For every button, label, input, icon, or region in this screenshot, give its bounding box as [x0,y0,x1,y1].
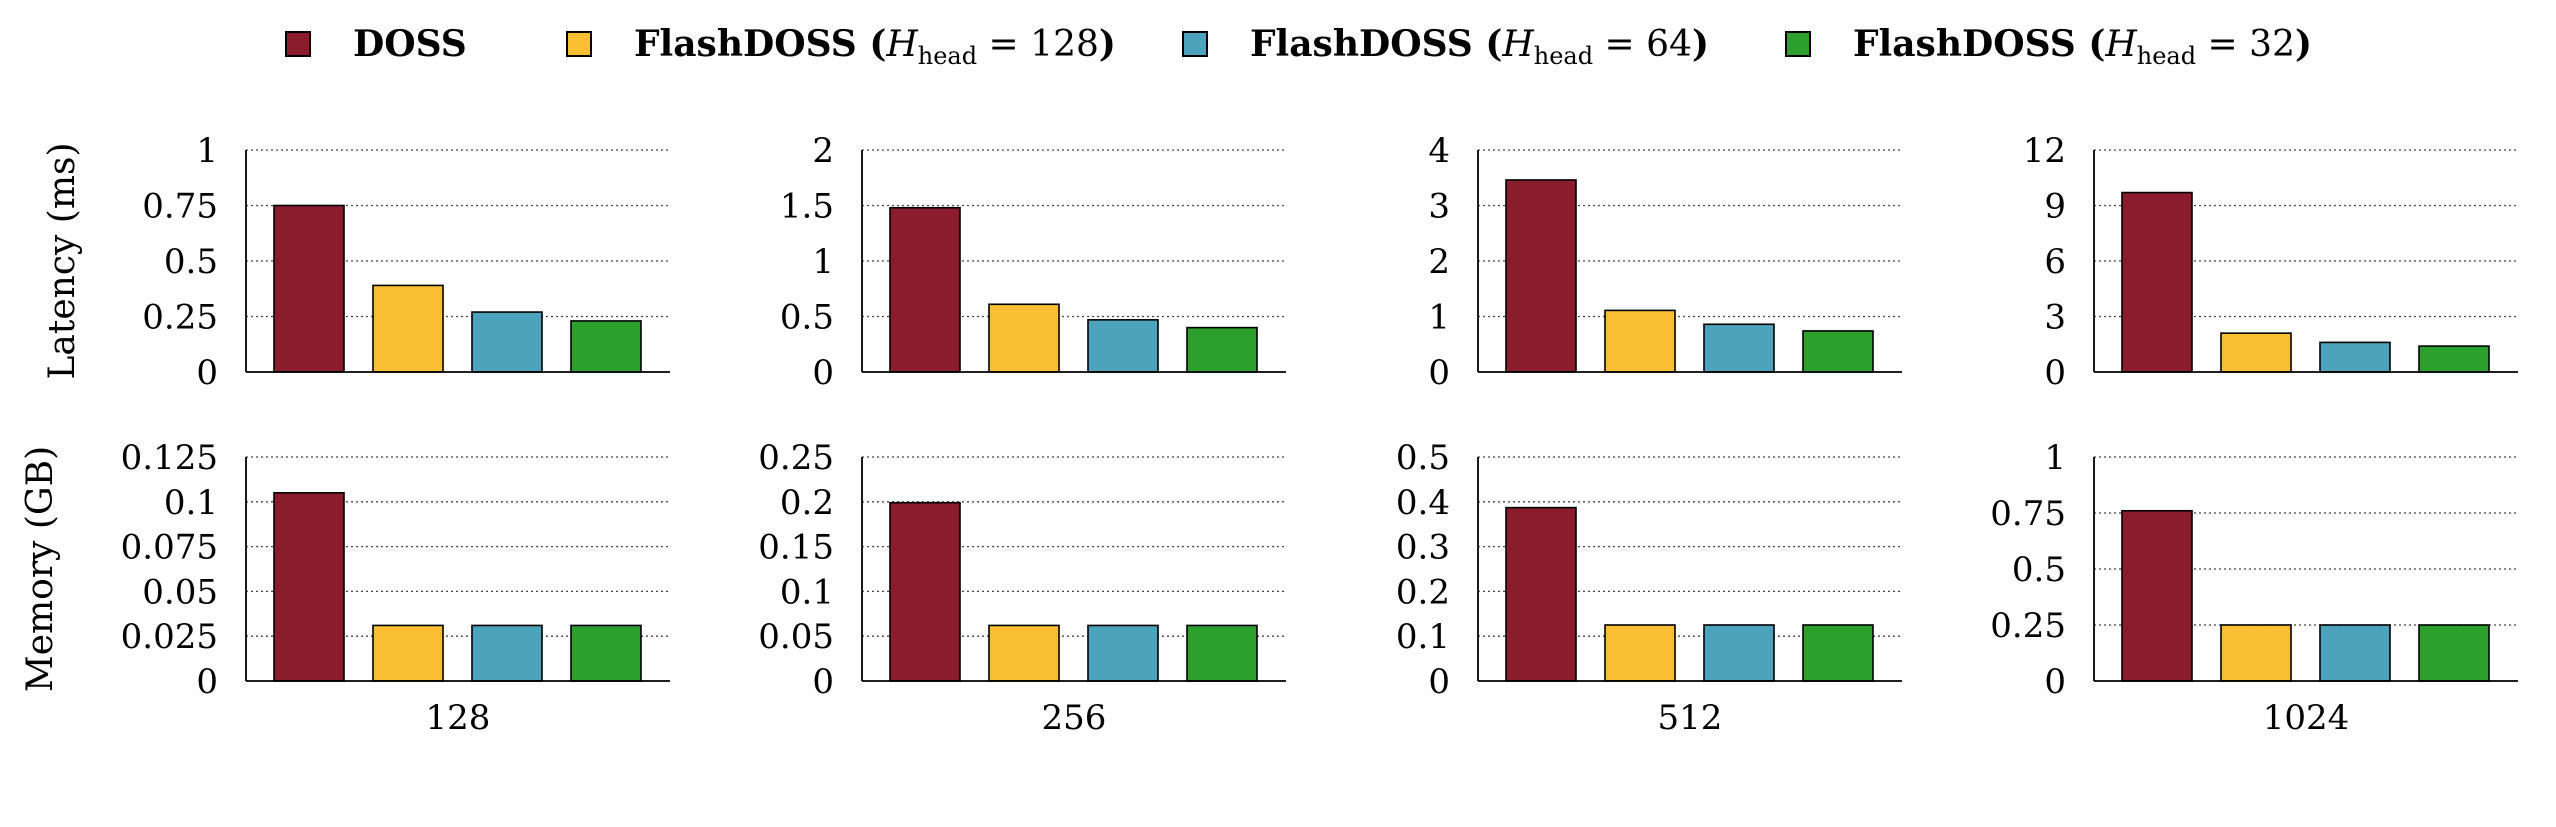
y-tick-label: 0.25 [142,298,218,338]
y-tick-label: 0 [812,353,834,393]
bar-flashdoss-h-head-32- [1802,624,1874,682]
y-tick-label: 0.1 [780,572,834,612]
bar-flashdoss-h-head-32- [2418,345,2490,373]
y-tick-label: 0.5 [1396,438,1450,478]
y-tick-label: 1 [196,131,218,171]
y-tick-label: 0.1 [164,483,218,523]
y-tick-label: 0.25 [1990,606,2066,646]
y-tick-label: 0.3 [1396,528,1450,568]
y-tick-label: 0.075 [121,528,218,568]
y-tick-label: 1 [1428,298,1450,338]
bar-flashdoss-h-head-128- [988,303,1060,373]
y-tick-label: 0.05 [758,617,834,657]
bar-flashdoss-h-head-128- [1604,309,1676,373]
y-tick-label: 6 [2044,242,2066,282]
bar-doss [1505,506,1577,682]
bar-flashdoss-h-head-64- [2319,624,2391,682]
bar-doss [1505,179,1577,373]
legend-item-flashdoss-128: FlashDOSS (Hhead = 128) [566,16,1116,72]
y-tick-label: 3 [2044,298,2066,338]
legend-item-doss: DOSS [285,16,467,72]
y-tick-label: 0.2 [780,483,834,523]
y-tick-label: 1 [812,242,834,282]
y-tick-label: 1.5 [780,187,834,227]
bar-flashdoss-h-head-32- [1802,330,1874,373]
bar-flashdoss-h-head-32- [1186,624,1258,682]
y-tick-label: 0.4 [1396,483,1450,523]
bar-doss [2121,191,2193,373]
y-tick-label: 0.2 [1396,572,1450,612]
bar-flashdoss-h-head-64- [1087,624,1159,682]
y-tick-label: 0 [812,662,834,702]
bar-doss [889,206,961,373]
y-tick-label: 0.15 [758,528,834,568]
bar-doss [2121,509,2193,682]
y-tick-label: 0 [196,662,218,702]
bar-doss [273,204,345,373]
bar-flashdoss-h-head-64- [471,624,543,682]
legend-label-doss: DOSS [353,23,467,65]
bar-flashdoss-h-head-64- [1087,319,1159,373]
y-tick-label: 0.1 [1396,617,1450,657]
legend-swatch-flashdoss-64 [1182,31,1208,57]
bar-flashdoss-h-head-32- [570,320,642,373]
legend-label-flashdoss-32: FlashDOSS (Hhead = 32) [1853,23,2313,70]
y-tick-label: 0 [1428,662,1450,702]
bar-flashdoss-h-head-64- [1703,323,1775,373]
y-tick-label: 12 [2023,131,2066,171]
bar-flashdoss-h-head-32- [570,624,642,682]
bar-flashdoss-h-head-128- [2220,332,2292,373]
y-tick-label: 0 [2044,353,2066,393]
row-label-latency: Latency (ms) [42,143,83,380]
y-tick-label: 0.25 [758,438,834,478]
bar-flashdoss-h-head-128- [372,624,444,682]
y-tick-label: 0.125 [121,438,218,478]
bar-flashdoss-h-head-64- [1703,624,1775,682]
y-tick-label: 3 [1428,187,1450,227]
bar-doss [889,501,961,682]
legend-label-flashdoss-128: FlashDOSS (Hhead = 128) [634,23,1116,70]
x-axis-label: 512 [1658,698,1723,738]
y-tick-label: 0 [196,353,218,393]
y-tick-label: 0.05 [142,572,218,612]
y-tick-label: 0.025 [121,617,218,657]
legend-item-flashdoss-32: FlashDOSS (Hhead = 32) [1785,16,2312,72]
legend-label-flashdoss-64: FlashDOSS (Hhead = 64) [1250,23,1710,70]
x-axis-label: 128 [426,698,491,738]
y-tick-label: 0.5 [2012,550,2066,590]
x-axis-label: 1024 [2263,698,2350,738]
y-tick-label: 0.75 [1990,494,2066,534]
legend-swatch-flashdoss-128 [566,31,592,57]
y-tick-label: 2 [1428,242,1450,282]
y-tick-label: 2 [812,131,834,171]
y-tick-label: 0.5 [164,242,218,282]
y-tick-label: 1 [2044,438,2066,478]
legend: DOSS FlashDOSS (Hhead = 128) FlashDOSS (… [0,16,2556,72]
legend-item-flashdoss-64: FlashDOSS (Hhead = 64) [1182,16,1709,72]
x-axis-label: 256 [1042,698,1107,738]
bar-flashdoss-h-head-128- [988,624,1060,682]
y-tick-label: 9 [2044,187,2066,227]
bar-flashdoss-h-head-32- [2418,624,2490,682]
bar-doss [273,492,345,682]
bar-flashdoss-h-head-128- [372,284,444,373]
bar-flashdoss-h-head-64- [471,311,543,373]
y-tick-label: 4 [1428,131,1450,171]
legend-swatch-flashdoss-32 [1785,31,1811,57]
y-tick-label: 0.75 [142,187,218,227]
y-tick-label: 0.5 [780,298,834,338]
y-tick-label: 0 [1428,353,1450,393]
bar-flashdoss-h-head-128- [2220,624,2292,682]
bar-flashdoss-h-head-32- [1186,326,1258,373]
y-tick-label: 0 [2044,662,2066,702]
bar-flashdoss-h-head-64- [2319,341,2391,373]
bar-flashdoss-h-head-128- [1604,624,1676,682]
legend-swatch-doss [285,31,311,57]
row-label-memory: Memory (GB) [20,446,61,692]
